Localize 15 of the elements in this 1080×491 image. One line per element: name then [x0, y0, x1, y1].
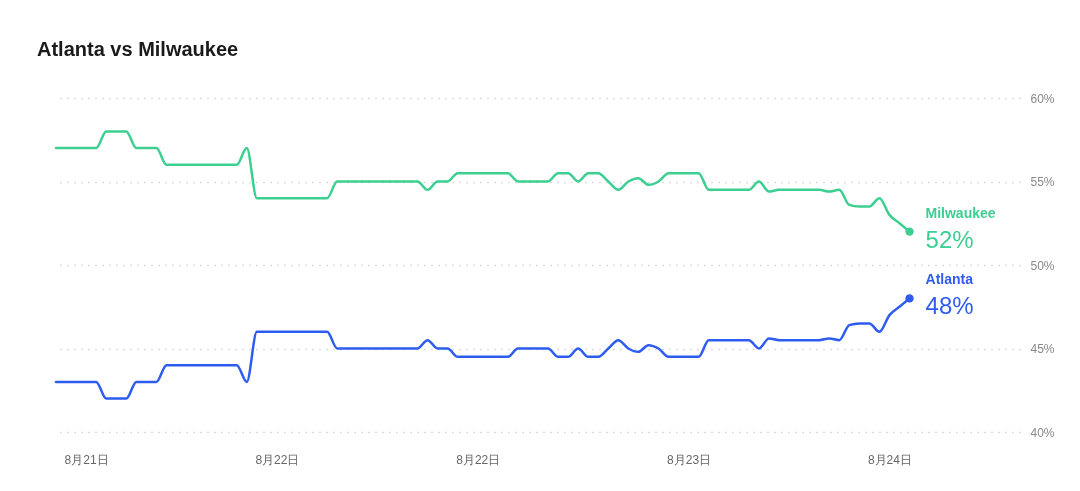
- data-label: 48%: [925, 292, 974, 320]
- y-tick-label: 60%: [1030, 91, 1055, 106]
- x-tick-label: 8月23日: [667, 452, 712, 467]
- x-tick-label: 8月21日: [64, 452, 109, 467]
- data-label: 52%: [925, 225, 974, 253]
- chart-title: Atlanta vs Milwaukee: [37, 38, 239, 60]
- x-tick-label: 8月22日: [456, 452, 501, 467]
- series-label: Milwaukee: [925, 204, 996, 221]
- y-tick-label: 55%: [1030, 175, 1055, 189]
- x-tick-label: 8月22日: [255, 452, 300, 467]
- y-tick-label: 50%: [1030, 258, 1055, 273]
- y-tick-label: 45%: [1030, 342, 1055, 356]
- series-label: Atlanta: [925, 271, 974, 288]
- y-tick-label: 40%: [1030, 425, 1055, 440]
- x-tick-label: 8月24日: [867, 452, 912, 467]
